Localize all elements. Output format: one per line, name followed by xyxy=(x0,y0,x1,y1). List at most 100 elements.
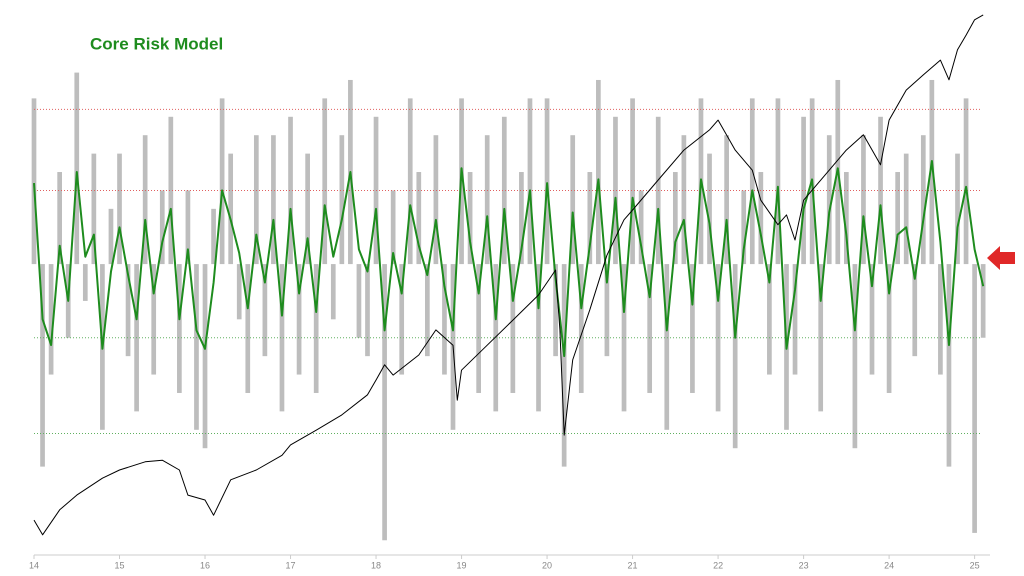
oscillator-bar xyxy=(741,190,747,265)
oscillator-bar xyxy=(980,264,986,338)
x-tick-label: 21 xyxy=(628,560,638,570)
oscillator-bar xyxy=(604,264,610,357)
oscillator-bar xyxy=(630,98,635,265)
oscillator-bar xyxy=(125,264,131,357)
oscillator-bar xyxy=(903,153,909,265)
oscillator-bar xyxy=(493,264,499,412)
oscillator-bar xyxy=(219,98,225,265)
oscillator-bar xyxy=(749,98,755,265)
oscillator-bar xyxy=(245,264,251,393)
oscillator-bar xyxy=(843,172,849,265)
oscillator-bar xyxy=(664,264,670,430)
oscillator-bar xyxy=(74,72,80,265)
oscillator-bar xyxy=(416,172,422,265)
x-tick-label: 19 xyxy=(457,560,467,570)
oscillator-bar xyxy=(527,98,533,265)
x-tick-label: 20 xyxy=(542,560,552,570)
x-tick-label: 22 xyxy=(713,560,723,570)
oscillator-bar xyxy=(938,264,943,375)
price-line xyxy=(33,14,984,536)
oscillator-bar xyxy=(672,172,678,265)
oscillator-bar xyxy=(596,79,601,265)
oscillator-bar xyxy=(108,208,114,265)
oscillator-bar xyxy=(638,190,644,265)
oscillator-bar xyxy=(305,153,310,265)
oscillator-bar xyxy=(31,98,37,265)
oscillator-bar xyxy=(424,264,430,357)
oscillator-bar xyxy=(194,264,199,430)
oscillator-bar xyxy=(296,264,302,375)
oscillator-bar xyxy=(869,264,875,375)
oscillator-bar xyxy=(955,153,960,265)
oscillator-bar xyxy=(775,98,781,265)
oscillator-bar xyxy=(570,135,576,265)
oscillator-bar xyxy=(442,264,447,375)
oscillator-bar xyxy=(732,264,738,449)
x-tick-label: 16 xyxy=(200,560,210,570)
oscillator-bar xyxy=(177,264,182,393)
x-tick-label: 24 xyxy=(884,560,894,570)
chart-title: Core Risk Model xyxy=(90,34,223,53)
oscillator-bar xyxy=(339,135,345,265)
oscillator-bar xyxy=(279,264,285,412)
oscillator-bar xyxy=(330,264,336,320)
oscillator-bar xyxy=(561,264,567,467)
oscillator-bar xyxy=(168,116,174,265)
oscillator-bar xyxy=(852,264,858,449)
oscillator-bar xyxy=(767,264,772,375)
oscillator-bar xyxy=(313,264,319,393)
oscillator-bar xyxy=(912,264,918,357)
oscillator-bar xyxy=(382,264,387,541)
oscillator-bar xyxy=(82,264,88,301)
oscillator-bar xyxy=(929,79,935,265)
oscillator-bar xyxy=(390,190,396,265)
oscillator-bar xyxy=(613,116,618,265)
oscillator-bar xyxy=(48,264,54,375)
oscillator-bar xyxy=(467,172,473,265)
oscillator-bar xyxy=(681,135,687,265)
oscillator-bar xyxy=(159,190,165,265)
oscillator-bar xyxy=(946,264,952,467)
oscillator-bar xyxy=(117,153,122,265)
oscillator-bar xyxy=(886,264,892,393)
oscillator-bar xyxy=(407,98,413,265)
oscillator-bar xyxy=(288,116,293,265)
oscillator-bar xyxy=(356,264,362,338)
oscillator-bar xyxy=(826,135,832,265)
oscillator-bar xyxy=(621,264,627,412)
oscillator-bar xyxy=(972,264,977,533)
plot-area: 14 15 16 17 18 19 20 21 22 23 24 25 xyxy=(29,14,990,570)
oscillator-bar xyxy=(91,153,97,265)
arrow-marker xyxy=(987,246,1015,270)
oscillator-bar xyxy=(253,135,259,265)
oscillator-bar xyxy=(587,172,593,265)
oscillator-bar xyxy=(151,264,157,375)
x-tick-label: 18 xyxy=(371,560,381,570)
oscillator-bar xyxy=(271,135,276,265)
oscillator-bar xyxy=(801,116,806,265)
oscillator-bar xyxy=(185,190,191,265)
oscillator-bar xyxy=(963,98,969,265)
oscillator-bar xyxy=(322,98,328,265)
oscillator-bar xyxy=(365,264,370,357)
oscillator-bar xyxy=(690,264,695,393)
x-tick-label: 17 xyxy=(286,560,296,570)
oscillator-bar xyxy=(142,135,148,265)
oscillator-bar xyxy=(501,116,507,265)
oscillator-bar xyxy=(433,135,439,265)
oscillator-bar xyxy=(724,135,729,265)
oscillator-bar xyxy=(211,208,216,265)
x-tick-label: 14 xyxy=(29,560,39,570)
oscillator-bar xyxy=(758,172,764,265)
oscillator-bar xyxy=(476,264,481,393)
oscillator-bar xyxy=(202,264,208,449)
oscillator-bar xyxy=(399,264,405,375)
oscillator-bar xyxy=(519,172,524,265)
oscillator-line xyxy=(33,160,985,358)
oscillator-bar xyxy=(57,172,63,265)
oscillator-bar xyxy=(707,153,712,265)
oscillator-bar xyxy=(484,135,490,265)
x-tick-label: 23 xyxy=(799,560,809,570)
oscillator-bar xyxy=(544,98,550,265)
x-tick-label: 15 xyxy=(115,560,125,570)
